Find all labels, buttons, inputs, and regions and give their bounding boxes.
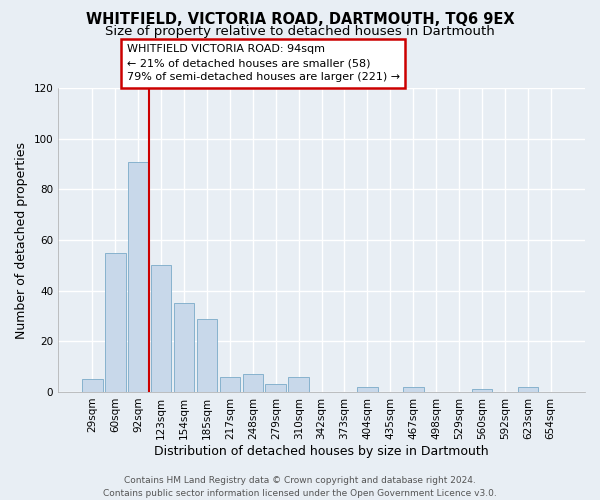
- Bar: [151, 266, 172, 392]
- Bar: [128, 162, 149, 392]
- Bar: [472, 390, 493, 392]
- Text: Size of property relative to detached houses in Dartmouth: Size of property relative to detached ho…: [105, 25, 495, 38]
- Bar: [242, 374, 263, 392]
- Bar: [265, 384, 286, 392]
- Text: Contains HM Land Registry data © Crown copyright and database right 2024.
Contai: Contains HM Land Registry data © Crown c…: [103, 476, 497, 498]
- Bar: [174, 304, 194, 392]
- X-axis label: Distribution of detached houses by size in Dartmouth: Distribution of detached houses by size …: [154, 444, 489, 458]
- Bar: [289, 377, 309, 392]
- Bar: [220, 377, 240, 392]
- Bar: [357, 387, 378, 392]
- Bar: [197, 318, 217, 392]
- Bar: [105, 252, 125, 392]
- Text: WHITFIELD VICTORIA ROAD: 94sqm
← 21% of detached houses are smaller (58)
79% of : WHITFIELD VICTORIA ROAD: 94sqm ← 21% of …: [127, 44, 400, 82]
- Text: WHITFIELD, VICTORIA ROAD, DARTMOUTH, TQ6 9EX: WHITFIELD, VICTORIA ROAD, DARTMOUTH, TQ6…: [86, 12, 514, 28]
- Y-axis label: Number of detached properties: Number of detached properties: [15, 142, 28, 338]
- Bar: [518, 387, 538, 392]
- Bar: [82, 380, 103, 392]
- Bar: [403, 387, 424, 392]
